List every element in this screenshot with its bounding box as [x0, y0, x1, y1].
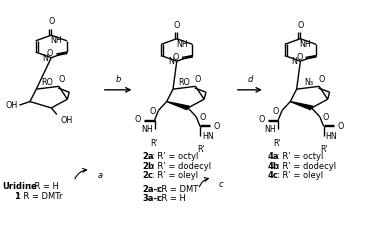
Text: a: a — [97, 171, 103, 181]
Text: O: O — [296, 53, 302, 62]
Text: O: O — [297, 21, 303, 30]
Text: : R’ = oleyl: : R’ = oleyl — [277, 171, 323, 180]
Text: HN: HN — [326, 132, 337, 141]
Text: : R = H: : R = H — [156, 194, 186, 203]
Text: NH: NH — [141, 126, 153, 135]
Text: 2b: 2b — [142, 162, 154, 171]
Text: 4c: 4c — [267, 171, 278, 180]
Text: O: O — [214, 122, 220, 131]
Text: O: O — [173, 53, 179, 62]
Text: 2c: 2c — [142, 171, 153, 180]
Text: O: O — [273, 107, 279, 116]
Text: b: b — [115, 75, 121, 84]
Text: c: c — [219, 180, 223, 189]
Text: : R’ = dodecyl: : R’ = dodecyl — [152, 162, 211, 171]
Text: : R = DMTr: : R = DMTr — [18, 192, 63, 201]
Text: 1: 1 — [14, 192, 20, 201]
Text: O: O — [323, 113, 329, 122]
Text: RO: RO — [42, 78, 53, 87]
Text: : R = DMT: : R = DMT — [156, 185, 199, 194]
Text: R': R' — [150, 139, 158, 148]
Text: O: O — [199, 113, 206, 122]
Text: R': R' — [321, 145, 328, 154]
Text: R': R' — [274, 139, 281, 148]
Text: O: O — [58, 75, 65, 84]
Text: O: O — [195, 75, 201, 84]
Text: 3a-c: 3a-c — [142, 194, 162, 203]
Text: : R’ = dodecyl: : R’ = dodecyl — [277, 162, 336, 171]
Text: O: O — [174, 21, 180, 30]
Text: NH: NH — [265, 126, 276, 135]
Text: RO: RO — [178, 78, 190, 87]
Text: 2a: 2a — [142, 152, 154, 161]
Text: NH: NH — [300, 40, 311, 49]
Text: OH: OH — [5, 101, 18, 110]
Polygon shape — [167, 101, 189, 110]
Text: HN: HN — [202, 132, 214, 141]
Text: O: O — [318, 75, 325, 84]
Text: : R = H: : R = H — [29, 181, 59, 190]
Text: O: O — [47, 50, 53, 59]
Text: Uridine: Uridine — [3, 181, 37, 190]
Text: 4a: 4a — [267, 152, 279, 161]
Text: : R’ = octyl: : R’ = octyl — [277, 152, 323, 161]
Text: 4b: 4b — [267, 162, 279, 171]
Polygon shape — [290, 101, 313, 110]
Text: : R’ = octyl: : R’ = octyl — [152, 152, 198, 161]
Text: d: d — [247, 75, 253, 84]
Text: OH: OH — [61, 116, 73, 125]
Text: N: N — [42, 54, 48, 63]
Text: N: N — [291, 57, 297, 66]
Text: O: O — [48, 17, 55, 26]
Text: NH: NH — [51, 36, 62, 45]
Text: NH: NH — [176, 40, 188, 49]
Text: O: O — [135, 115, 141, 124]
Text: O: O — [258, 115, 265, 124]
Text: O: O — [337, 122, 343, 131]
Text: O: O — [149, 107, 155, 116]
Text: N: N — [168, 57, 174, 66]
Text: R': R' — [197, 145, 205, 154]
Text: : R’ = oleyl: : R’ = oleyl — [152, 171, 198, 180]
Text: 2a-c: 2a-c — [142, 185, 162, 194]
Text: N₃: N₃ — [305, 78, 314, 87]
